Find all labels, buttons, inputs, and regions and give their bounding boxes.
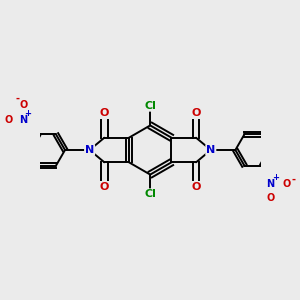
Text: N: N bbox=[19, 115, 27, 124]
Text: +: + bbox=[272, 173, 279, 182]
Text: Cl: Cl bbox=[144, 101, 156, 111]
Text: O: O bbox=[283, 178, 291, 189]
Text: N: N bbox=[206, 145, 215, 155]
Text: Cl: Cl bbox=[144, 189, 156, 199]
Text: O: O bbox=[100, 108, 109, 118]
Text: O: O bbox=[191, 182, 201, 192]
Text: N: N bbox=[266, 178, 275, 189]
Text: O: O bbox=[191, 108, 201, 118]
Text: O: O bbox=[4, 115, 13, 124]
Text: O: O bbox=[266, 194, 275, 203]
Text: O: O bbox=[19, 100, 27, 110]
Text: -: - bbox=[292, 175, 295, 184]
Text: +: + bbox=[24, 110, 31, 118]
Text: -: - bbox=[16, 94, 20, 104]
Text: O: O bbox=[100, 182, 109, 192]
Text: N: N bbox=[85, 145, 94, 155]
